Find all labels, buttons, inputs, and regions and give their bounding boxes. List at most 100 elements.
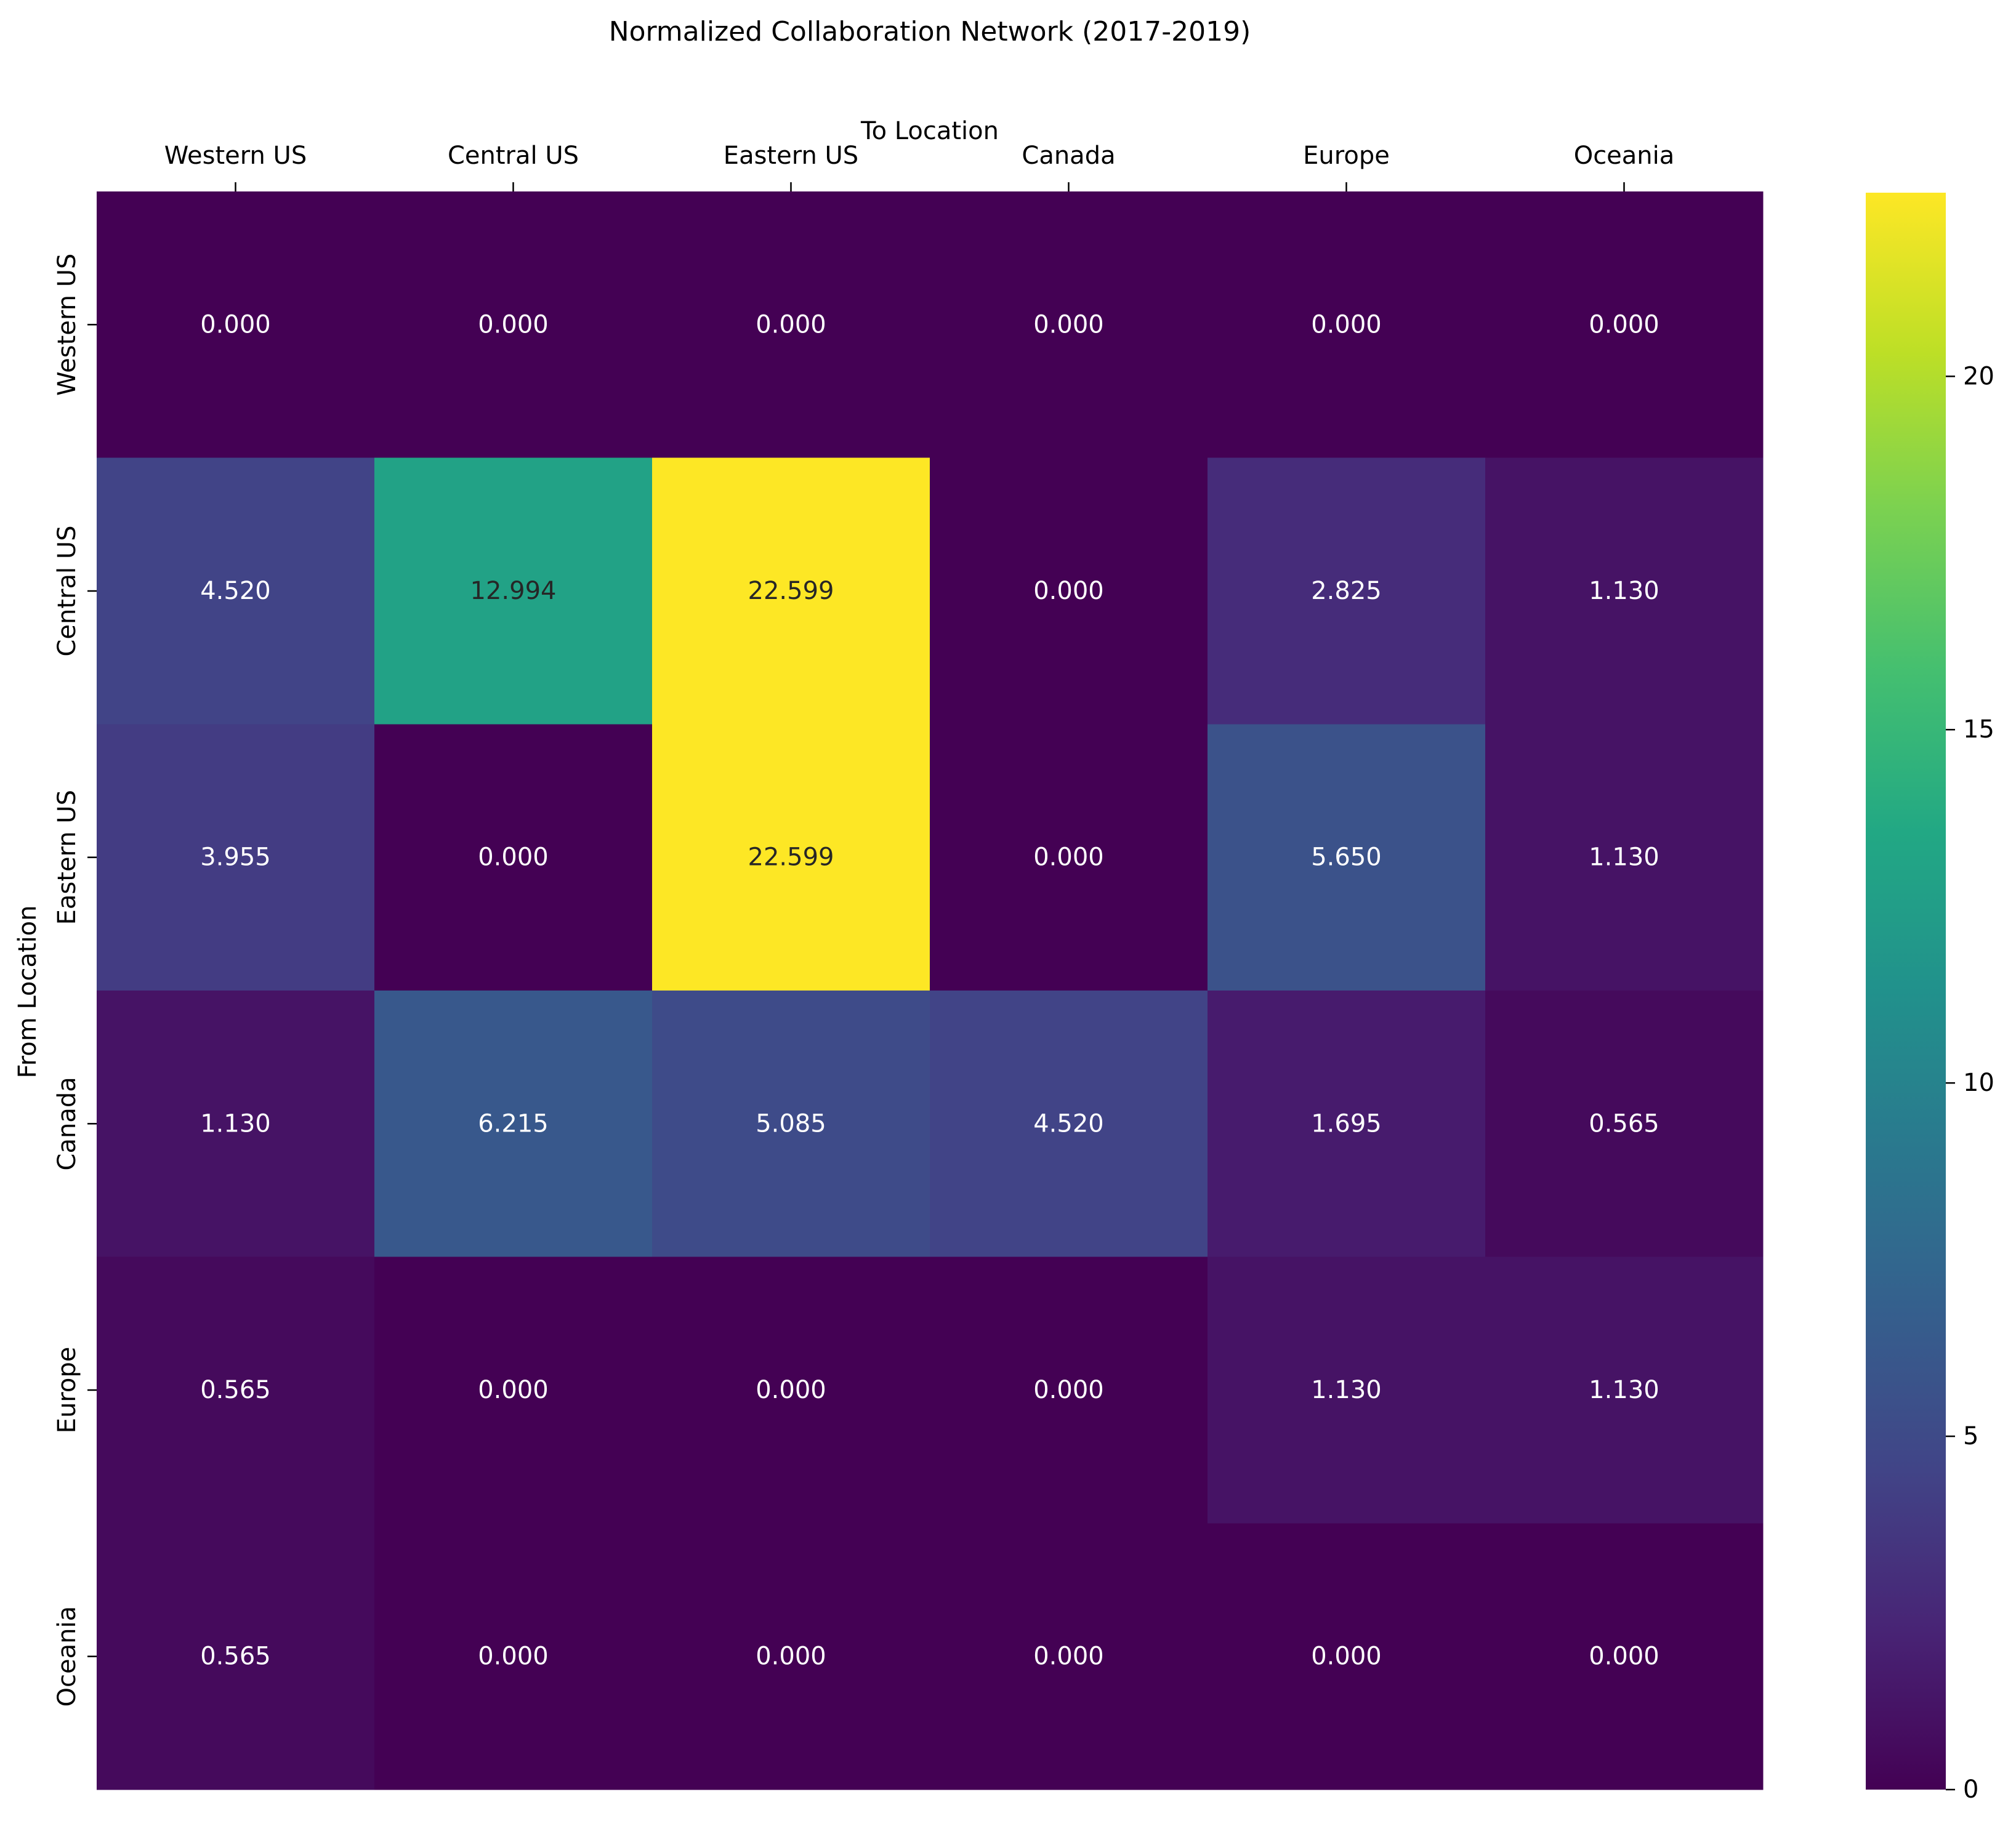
y-tick-label-canada: Canada xyxy=(53,1077,81,1170)
heatmap-cell-western-us-to-canada xyxy=(930,191,1208,459)
heatmap-cell-central-us-to-central-us xyxy=(374,457,653,725)
heatmap-cell-europe-to-canada xyxy=(930,1256,1208,1524)
heatmap-cell-oceania-to-europe xyxy=(1208,1523,1486,1790)
cell-value-label: 0.000 xyxy=(1311,1642,1382,1671)
heatmap-cell-eastern-us-to-europe xyxy=(1208,724,1486,991)
y-tick-label-central-us: Central US xyxy=(53,525,81,656)
x-tick-label-eastern-us: Eastern US xyxy=(724,142,858,170)
heatmap-cell-labels: 0.000 0.000 0.000 0.000 0.000 0.000 4.520 12.99… xyxy=(200,310,1659,1670)
cell-value-label: 5.650 xyxy=(1311,843,1382,872)
cell-value-label: 22.599 xyxy=(748,843,834,872)
cell-value-label: 0.000 xyxy=(1033,843,1104,872)
y-tick-label-western-us: Western US xyxy=(53,254,81,396)
heatmap-cell-central-us-to-europe xyxy=(1208,457,1486,725)
cell-value-label: 0.000 xyxy=(478,1376,549,1404)
heatmap-cell-oceania-to-western-us xyxy=(97,1523,375,1790)
cell-value-label: 0.000 xyxy=(478,310,549,339)
heatmap-cell-europe-to-oceania xyxy=(1485,1256,1764,1524)
cell-value-label: 0.000 xyxy=(1589,310,1659,339)
cell-value-label: 1.130 xyxy=(1311,1376,1382,1404)
colorbar-tick-label: 0 xyxy=(1963,1775,1978,1804)
colorbar-gradient xyxy=(1866,193,1946,1790)
y-tick-label-oceania: Oceania xyxy=(53,1606,81,1707)
cell-value-label: 0.000 xyxy=(1589,1642,1659,1671)
cell-value-label: 0.565 xyxy=(1589,1109,1659,1138)
cell-value-label: 0.000 xyxy=(200,310,271,339)
heatmap-cell-western-us-to-central-us xyxy=(374,191,653,459)
heatmap-cell-central-us-to-western-us xyxy=(97,457,375,725)
colorbar: 0 5 10 15 20 xyxy=(1866,193,1994,1804)
heatmap-cell-canada-to-western-us xyxy=(97,991,375,1258)
cell-value-label: 0.000 xyxy=(1311,310,1382,339)
x-tick-label-canada: Canada xyxy=(1022,142,1115,170)
heatmap-cell-oceania-to-canada xyxy=(930,1523,1208,1790)
heatmap-cell-western-us-to-oceania xyxy=(1485,191,1764,459)
heatmap-cell-oceania-to-eastern-us xyxy=(652,1523,930,1790)
heatmap-cell-central-us-to-eastern-us xyxy=(652,457,930,725)
cell-value-label: 1.130 xyxy=(1589,1376,1659,1404)
cell-value-label: 0.000 xyxy=(756,310,826,339)
cell-value-label: 0.000 xyxy=(478,1642,549,1671)
heatmap-cell-eastern-us-to-western-us xyxy=(97,724,375,991)
cell-value-label: 0.000 xyxy=(1033,577,1104,605)
heatmap-cell-europe-to-western-us xyxy=(97,1256,375,1524)
cell-value-label: 3.955 xyxy=(200,843,271,872)
colorbar-tick-label: 5 xyxy=(1963,1422,1978,1450)
cell-value-label: 4.520 xyxy=(200,577,271,605)
heatmap-cell-canada-to-central-us xyxy=(374,991,653,1258)
cell-value-label: 0.000 xyxy=(756,1642,826,1671)
cell-value-label: 4.520 xyxy=(1033,1109,1104,1138)
cell-value-label: 0.565 xyxy=(200,1376,271,1404)
heatmap-cell-central-us-to-oceania xyxy=(1485,457,1764,725)
heatmap-cell-western-us-to-eastern-us xyxy=(652,191,930,459)
cell-value-label: 0.000 xyxy=(1033,1642,1104,1671)
heatmap-cell-canada-to-canada xyxy=(930,991,1208,1258)
heatmap-cell-eastern-us-to-canada xyxy=(930,724,1208,991)
cell-value-label: 0.565 xyxy=(200,1642,271,1671)
heatmap-cell-western-us-to-europe xyxy=(1208,191,1486,459)
cell-value-label: 1.130 xyxy=(1589,577,1659,605)
heatmap-cell-europe-to-central-us xyxy=(374,1256,653,1524)
heatmap-cell-canada-to-europe xyxy=(1208,991,1486,1258)
heatmap-cell-europe-to-eastern-us xyxy=(652,1256,930,1524)
cell-value-label: 22.599 xyxy=(748,577,834,605)
y-tick-label-eastern-us: Eastern US xyxy=(53,790,81,925)
heatmap-cell-canada-to-oceania xyxy=(1485,991,1764,1258)
colorbar-tick-label: 15 xyxy=(1963,715,1994,744)
cell-value-label: 1.695 xyxy=(1311,1109,1382,1138)
cell-value-label: 5.085 xyxy=(756,1109,826,1138)
cell-value-label: 1.130 xyxy=(1589,843,1659,872)
cell-value-label: 0.000 xyxy=(478,843,549,872)
cell-value-label: 2.825 xyxy=(1311,577,1382,605)
x-tick-label-europe: Europe xyxy=(1303,142,1390,170)
colorbar-tick-label: 20 xyxy=(1963,362,1994,390)
cell-value-label: 1.130 xyxy=(200,1109,271,1138)
heatmap-cell-oceania-to-oceania xyxy=(1485,1523,1764,1790)
y-tick-label-europe: Europe xyxy=(53,1347,81,1434)
heatmap-cell-western-us-to-western-us xyxy=(97,191,375,459)
x-tick-label-oceania: Oceania xyxy=(1574,142,1675,170)
cell-value-label: 0.000 xyxy=(756,1376,826,1404)
cell-value-label: 6.215 xyxy=(478,1109,549,1138)
heatmap-cell-eastern-us-to-oceania xyxy=(1485,724,1764,991)
heatmap-cell-canada-to-eastern-us xyxy=(652,991,930,1258)
heatmap-cell-eastern-us-to-eastern-us xyxy=(652,724,930,991)
heatmap-cell-oceania-to-central-us xyxy=(374,1523,653,1790)
x-tick-label-western-us: Western US xyxy=(164,142,307,170)
x-axis-label: To Location xyxy=(860,117,999,145)
heatmap-cell-europe-to-europe xyxy=(1208,1256,1486,1524)
y-axis-ticks: Western US Central US Eastern US Canada Euro… xyxy=(53,254,97,1707)
heatmap-cell-central-us-to-canada xyxy=(930,457,1208,725)
heatmap-cell-eastern-us-to-central-us xyxy=(374,724,653,991)
chart-title: Normalized Collaboration Network (2017-2… xyxy=(609,16,1251,47)
colorbar-tick-label: 10 xyxy=(1963,1069,1994,1097)
x-tick-label-central-us: Central US xyxy=(448,142,579,170)
cell-value-label: 0.000 xyxy=(1033,310,1104,339)
x-axis-ticks: Western US Central US Eastern US Canada Euro… xyxy=(164,142,1675,191)
cell-value-label: 0.000 xyxy=(1033,1376,1104,1404)
y-axis-label: From Location xyxy=(14,906,42,1079)
heatmap-cells xyxy=(97,191,1764,1790)
cell-value-label: 12.994 xyxy=(470,577,557,605)
